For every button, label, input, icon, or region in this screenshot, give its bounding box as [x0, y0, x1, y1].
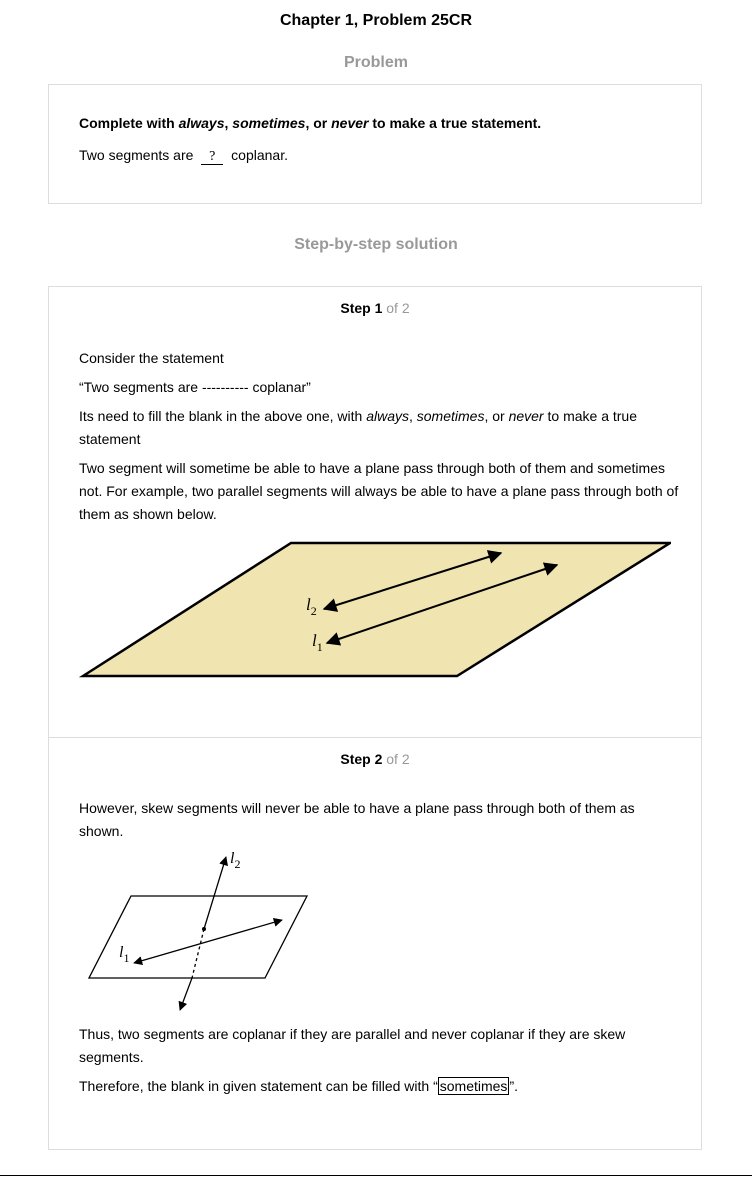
label-l1: l1	[312, 631, 323, 654]
step-1-label: Step 1 of 2	[340, 300, 410, 316]
label-l1: l1	[119, 944, 129, 965]
problem-box: Complete with always, sometimes, or neve…	[48, 84, 702, 204]
line-l2-below	[178, 977, 193, 1011]
page-title: Chapter 1, Problem 25CR	[279, 12, 473, 29]
solution-heading: Step-by-step solution	[294, 236, 458, 253]
page-bottom-border	[0, 1175, 752, 1176]
plane-outline	[87, 895, 309, 979]
step-1-text-2: “Two segments are ---------- coplanar”	[79, 379, 311, 395]
plane-shape	[79, 541, 671, 678]
label-l2: l2	[230, 850, 240, 871]
step-2-text-1: However, skew segments will never be abl…	[79, 800, 635, 839]
label-l2: l2	[306, 595, 317, 618]
solution-box: Step 1 of 2 Consider the statement “Two …	[48, 286, 702, 1150]
step-divider	[49, 737, 701, 738]
answer-box: sometimes	[437, 1077, 510, 1095]
step-2-text-3: Therefore, the blank in given statement …	[79, 1077, 518, 1095]
problem-heading: Problem	[343, 54, 408, 71]
line-l2-below-plane	[191, 928, 205, 979]
intersection-point	[202, 927, 206, 931]
step-1-text-4: Two segment will sometime be able to hav…	[79, 460, 679, 522]
line-l2-above	[203, 856, 228, 930]
step-1-text-3: Its need to fill the blank in the above …	[79, 408, 637, 447]
line-l1	[133, 917, 283, 966]
step-2-text-2: Thus, two segments are coplanar if they …	[79, 1026, 626, 1065]
blank-placeholder: ?	[201, 150, 224, 165]
line-l1	[325, 562, 559, 646]
problem-statement: Two segments are ? coplanar.	[79, 147, 288, 165]
parallel-lines-figure: l2 l1	[79, 541, 671, 678]
skew-lines-figure: l2 l1	[87, 850, 309, 1011]
step-1-text-1: Consider the statement	[79, 350, 224, 366]
problem-instruction: Complete with always, sometimes, or neve…	[79, 115, 542, 131]
step-2-label: Step 2 of 2	[340, 751, 410, 767]
